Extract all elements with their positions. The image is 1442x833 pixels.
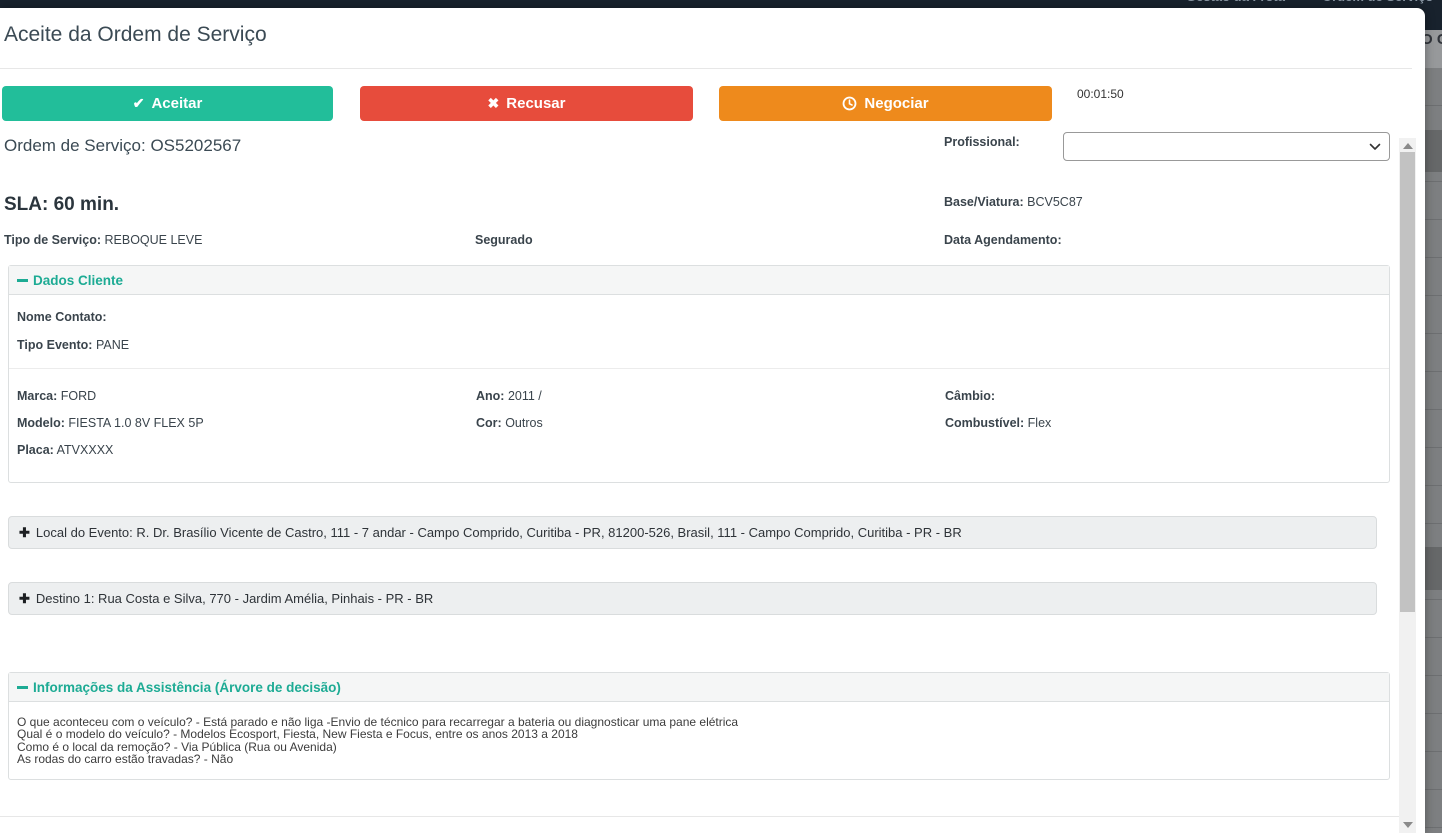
base-viatura-value: BCV5C87 xyxy=(1027,195,1083,209)
negotiate-button-label: Negociar xyxy=(864,95,929,112)
service-order-accept-modal: Aceite da Ordem de Serviço ✔ Aceitar ✖ R… xyxy=(0,8,1425,833)
chevron-down-icon xyxy=(1369,143,1381,150)
order-number: Ordem de Serviço: OS5202567 xyxy=(4,136,242,155)
cor-field: Cor: Outros xyxy=(476,416,543,430)
plus-icon: ✚ xyxy=(19,590,30,606)
cor-value: Outros xyxy=(505,416,543,430)
placa-field: Placa: ATVXXXX xyxy=(17,443,113,457)
ano-value: 2011 / xyxy=(507,389,542,403)
modelo-value: FIESTA 1.0 8V FLEX 5P xyxy=(68,416,204,430)
background-table-row-dark xyxy=(1425,130,1442,172)
background-strip xyxy=(1425,30,1442,68)
refuse-button[interactable]: ✖ Recusar xyxy=(360,86,693,121)
collapse-icon xyxy=(17,685,28,689)
tipo-evento-field: Tipo Evento: PANE xyxy=(17,338,129,352)
tipo-servico-label: Tipo de Serviço: xyxy=(4,233,102,247)
nome-contato-label: Nome Contato: xyxy=(17,310,107,324)
assistencia-panel-title: Informações da Assistência (Árvore de de… xyxy=(33,679,341,695)
assistencia-panel-header[interactable]: Informações da Assistência (Árvore de de… xyxy=(9,673,1389,702)
data-agendamento-label: Data Agendamento: xyxy=(944,233,1062,247)
decision-tree-line: O que aconteceu com o veículo? - Está pa… xyxy=(17,715,739,729)
combustivel-label: Combustível: xyxy=(945,416,1025,430)
accept-button[interactable]: ✔ Aceitar xyxy=(2,86,333,121)
tipo-evento-value: PANE xyxy=(95,338,130,352)
tipo-servico-field: Tipo de Serviço: REBOQUE LEVE xyxy=(4,233,202,247)
base-viatura-field: Base/Viatura: BCV5C87 xyxy=(944,195,1083,209)
segurado-label: Segurado xyxy=(475,233,533,247)
placa-label: Placa: xyxy=(17,443,54,457)
decision-tree-line: Qual é o modelo do veículo? - Modelos Ec… xyxy=(17,727,578,742)
collapse-icon xyxy=(17,278,28,282)
dados-cliente-panel: Dados Cliente Nome Contato: Tipo Evento:… xyxy=(8,265,1390,483)
modelo-field: Modelo: FIESTA 1.0 8V FLEX 5P xyxy=(17,416,204,430)
negotiate-button[interactable]: Negociar xyxy=(719,86,1052,121)
local-evento-bar[interactable]: ✚ Local do Evento: R. Dr. Brasílio Vicen… xyxy=(8,516,1377,549)
tipo-evento-label: Tipo Evento: xyxy=(17,338,93,352)
divider xyxy=(9,368,1389,369)
plus-icon: ✚ xyxy=(19,524,30,540)
clock-icon xyxy=(842,96,857,111)
professional-select[interactable] xyxy=(1063,132,1390,161)
marca-label: Marca: xyxy=(17,389,58,403)
x-icon: ✖ xyxy=(487,95,500,111)
scrollbar-thumb[interactable] xyxy=(1400,152,1415,612)
cor-label: Cor: xyxy=(476,416,502,430)
divider xyxy=(0,816,1412,817)
data-agendamento-field: Data Agendamento: xyxy=(944,233,1062,247)
check-icon: ✔ xyxy=(132,95,145,111)
scroll-up-arrow-icon[interactable] xyxy=(1403,143,1413,149)
ano-label: Ano: xyxy=(476,389,505,403)
countdown-timer: 00:01:50 xyxy=(1077,87,1124,101)
assistencia-panel: Informações da Assistência (Árvore de de… xyxy=(8,672,1390,780)
professional-label: Profissional: xyxy=(944,135,1020,149)
dados-cliente-panel-title: Dados Cliente xyxy=(33,272,124,288)
destino-bar[interactable]: ✚ Destino 1: Rua Costa e Silva, 770 - Ja… xyxy=(8,582,1377,615)
marca-value: FORD xyxy=(60,389,97,403)
background-table-row-dark xyxy=(1425,547,1442,590)
background-text-fragment: O C xyxy=(1421,31,1442,48)
decision-tree-line: Como é o local da remoção? - Via Pública… xyxy=(17,739,337,754)
decision-tree-text: O que aconteceu com o veículo? - Está pa… xyxy=(17,716,738,766)
nav-item-ordem-servico: Ordem de Serviço xyxy=(1322,0,1432,8)
divider xyxy=(0,68,1412,69)
scroll-down-arrow-icon[interactable] xyxy=(1403,822,1413,828)
refuse-button-label: Recusar xyxy=(506,95,566,112)
nav-item-gestao-frota: Gestão da Frota xyxy=(1186,0,1306,8)
modal-scrollbar[interactable] xyxy=(1399,138,1416,833)
cambio-field: Câmbio: xyxy=(945,389,995,403)
accept-button-label: Aceitar xyxy=(151,95,203,112)
combustivel-field: Combustível: Flex xyxy=(945,416,1051,430)
decision-tree-line: As rodas do carro estão travadas? - Não xyxy=(17,752,234,767)
base-viatura-label: Base/Viatura: xyxy=(944,195,1024,209)
dados-cliente-panel-header[interactable]: Dados Cliente xyxy=(9,266,1389,295)
marca-field: Marca: FORD xyxy=(17,389,96,403)
cambio-label: Câmbio: xyxy=(945,389,995,403)
background-table-rows xyxy=(1425,68,1442,833)
local-evento-text: Local do Evento: R. Dr. Brasílio Vicente… xyxy=(35,525,962,540)
placa-value: ATVXXXX xyxy=(56,443,114,457)
nome-contato-field: Nome Contato: xyxy=(17,310,107,324)
modelo-label: Modelo: xyxy=(17,416,65,430)
sla-heading: SLA: 60 min. xyxy=(4,194,120,215)
destino-text: Destino 1: Rua Costa e Silva, 770 - Jard… xyxy=(35,591,434,606)
combustivel-value: Flex xyxy=(1027,416,1052,430)
tipo-servico-value: REBOQUE LEVE xyxy=(104,233,203,247)
modal-title: Aceite da Ordem de Serviço xyxy=(4,23,267,46)
ano-field: Ano: 2011 / xyxy=(476,389,542,403)
